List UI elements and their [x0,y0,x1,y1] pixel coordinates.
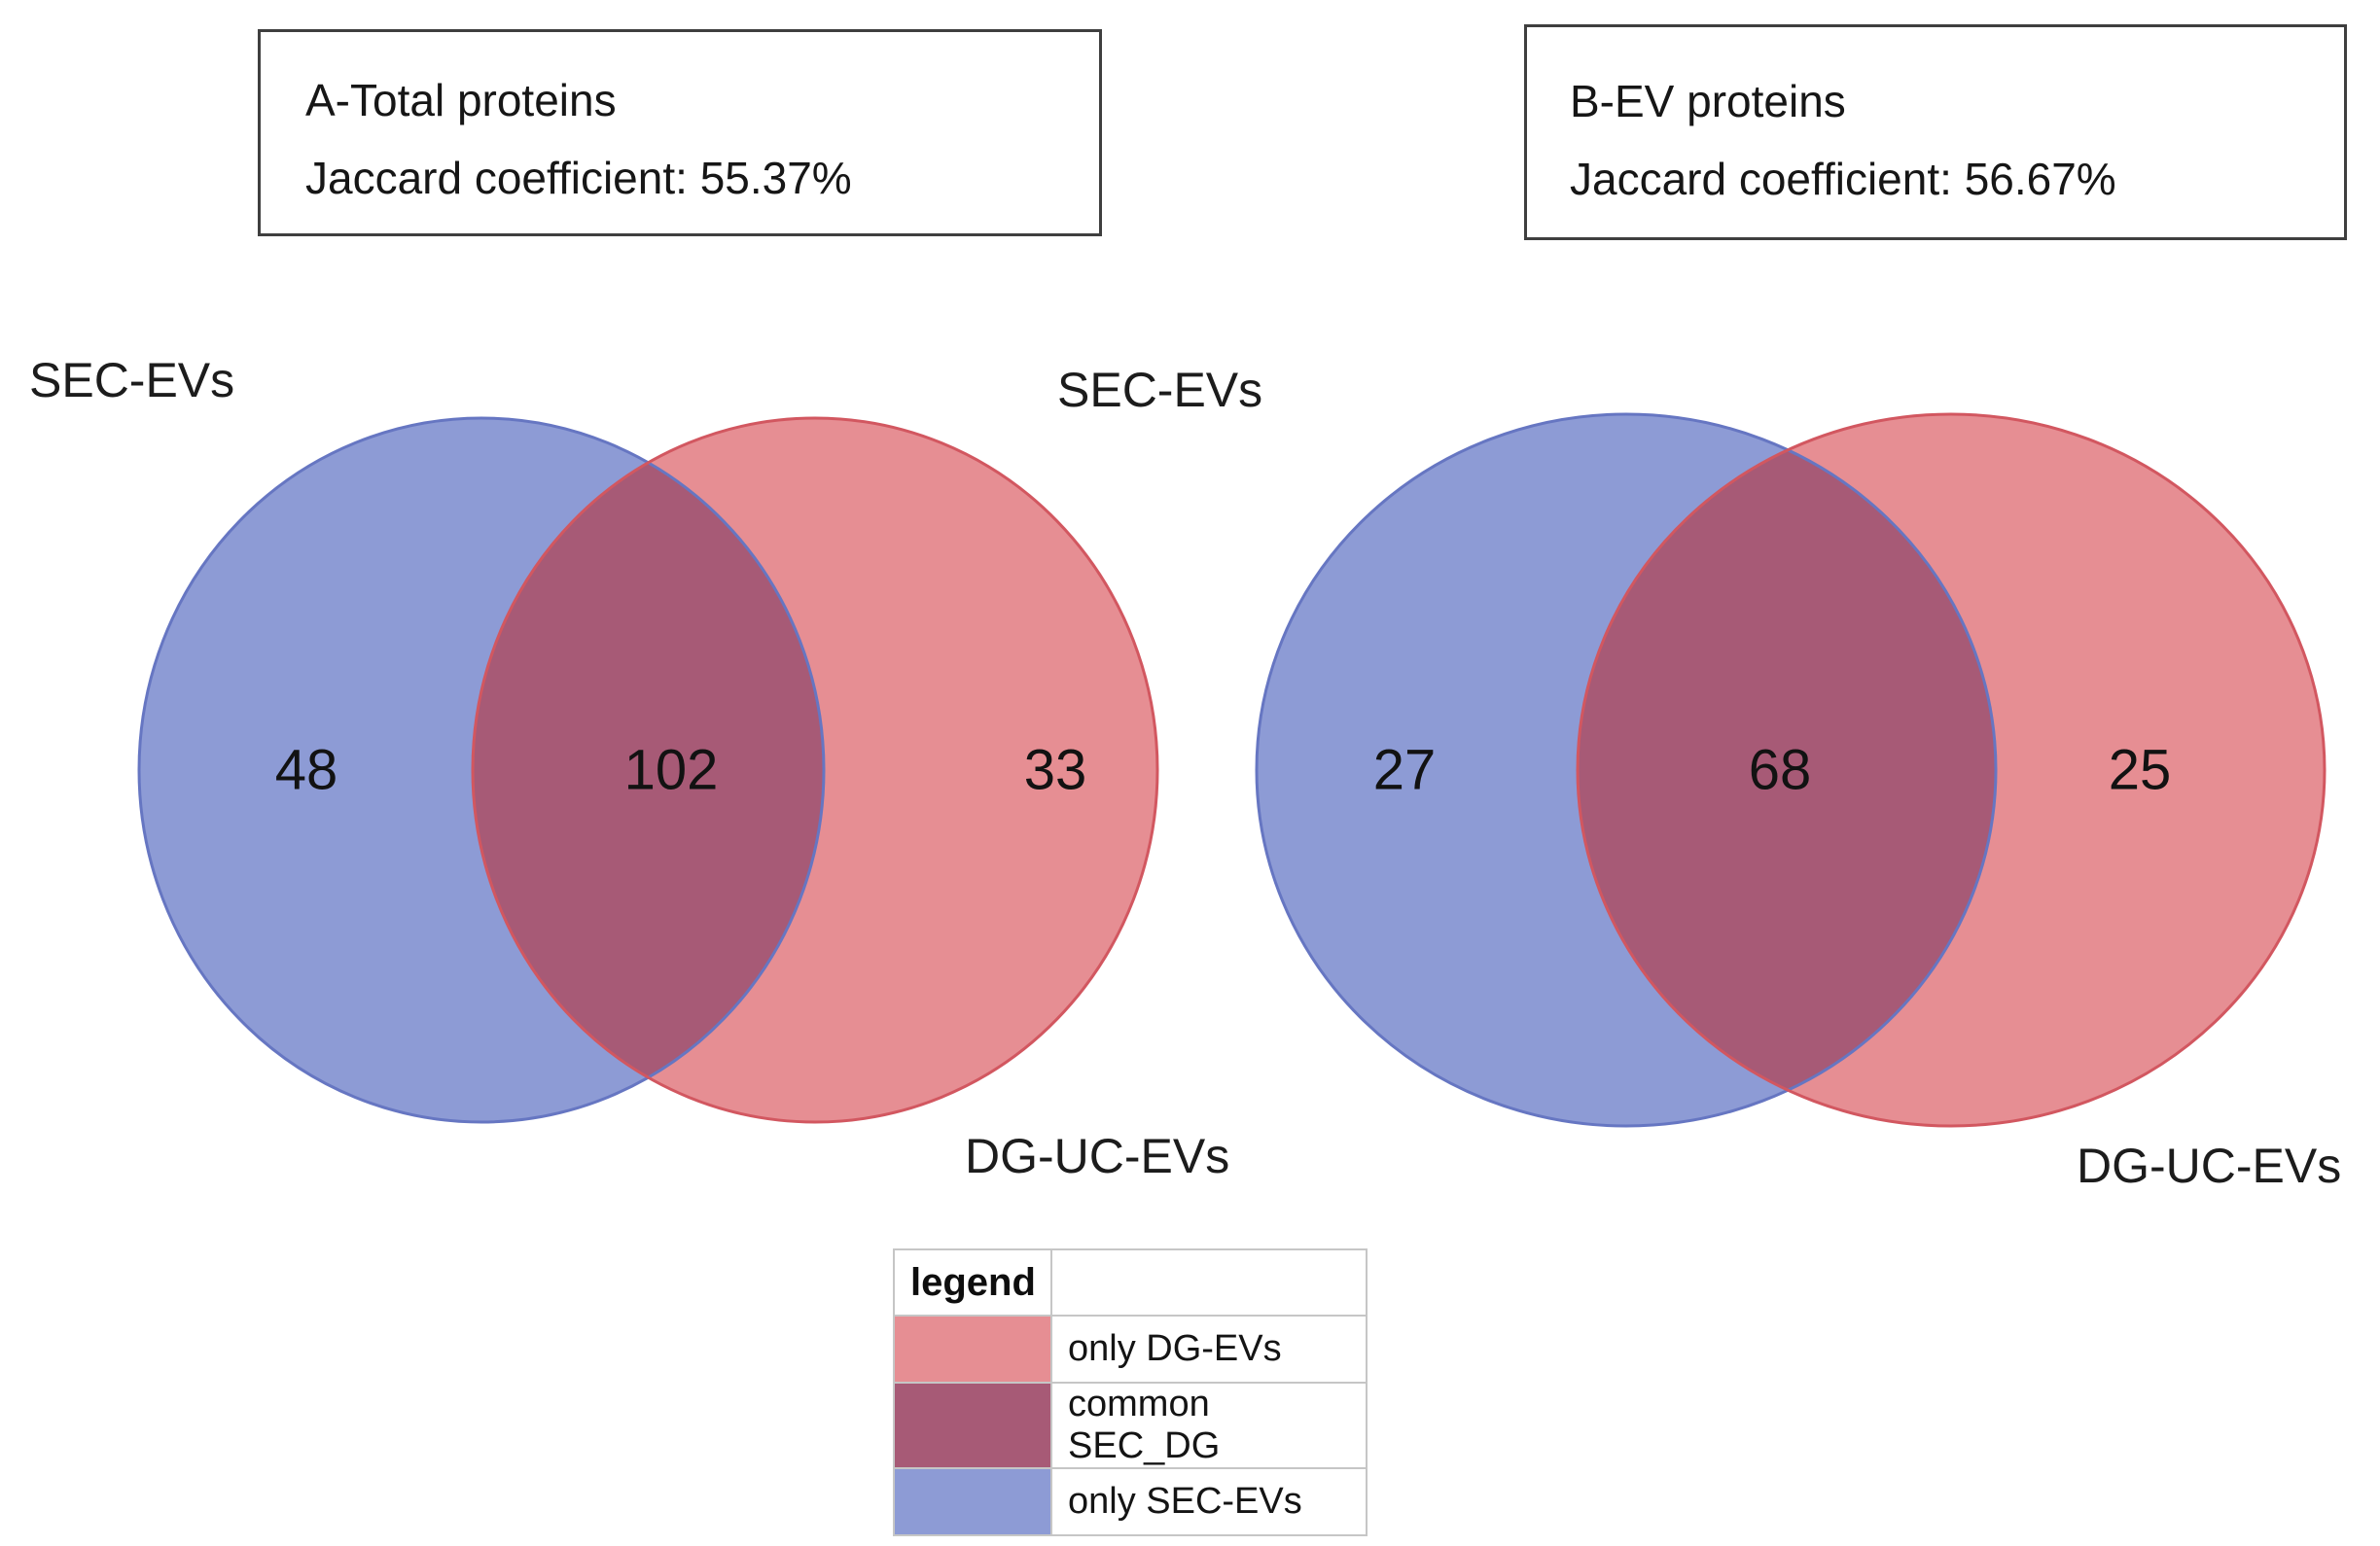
venn-b-sec-outline [1255,412,1998,1128]
panel-b-jaccard: Jaccard coefficient: 56.67% [1570,154,2116,204]
panel-b-title: B-EV proteins [1570,76,1846,126]
legend-table: legend only DG-EVs common SEC_DG only SE… [893,1248,1368,1536]
panel-a-title-box: A-Total proteins Jaccard coefficient: 55… [258,29,1102,236]
legend-header: legend [893,1248,1052,1317]
panel-b-count-only-sec: 27 [1372,738,1437,802]
panel-b-count-only-dg: 25 [2108,738,2172,802]
panel-a-dg-uc-evs-label: DG-UC-EVs [965,1129,1230,1183]
legend-label-only-dg: only DG-EVs [1050,1315,1368,1384]
venn-a-sec-outline [137,416,826,1124]
legend-label-only-sec: only SEC-EVs [1050,1467,1368,1536]
panel-a-count-only-sec: 48 [274,738,338,802]
venn-b-overlap-region [1578,414,1996,1126]
panel-b-count-overlap: 68 [1748,738,1812,802]
panel-b-dg-uc-evs-label: DG-UC-EVs [2077,1139,2342,1193]
panel-a-count-overlap: 102 [623,738,719,802]
legend-row-only-dg: only DG-EVs [893,1315,1368,1384]
legend-header-empty-cell [1050,1248,1368,1317]
legend-swatch-only-dg [893,1315,1052,1384]
venn-b-dg-outline [1576,412,2327,1128]
legend-swatch-only-sec [893,1467,1052,1536]
panel-a-sec-evs-label: SEC-EVs [29,353,235,407]
panel-b-title-box: B-EV proteins Jaccard coefficient: 56.67… [1524,24,2347,240]
legend-row-only-sec: only SEC-EVs [893,1467,1368,1536]
legend-label-common: common SEC_DG [1050,1382,1368,1469]
venn-a-overlap-region [473,418,824,1122]
legend-swatch-common [893,1382,1052,1469]
legend-row-common: common SEC_DG [893,1382,1368,1469]
panel-a-jaccard: Jaccard coefficient: 55.37% [305,153,852,203]
panel-b-sec-evs-label: SEC-EVs [1057,363,1263,417]
legend-header-row: legend [893,1248,1368,1317]
panel-a-count-only-dg: 33 [1023,738,1087,802]
panel-a-title: A-Total proteins [305,75,617,125]
venn-a-dg-outline [471,416,1159,1124]
